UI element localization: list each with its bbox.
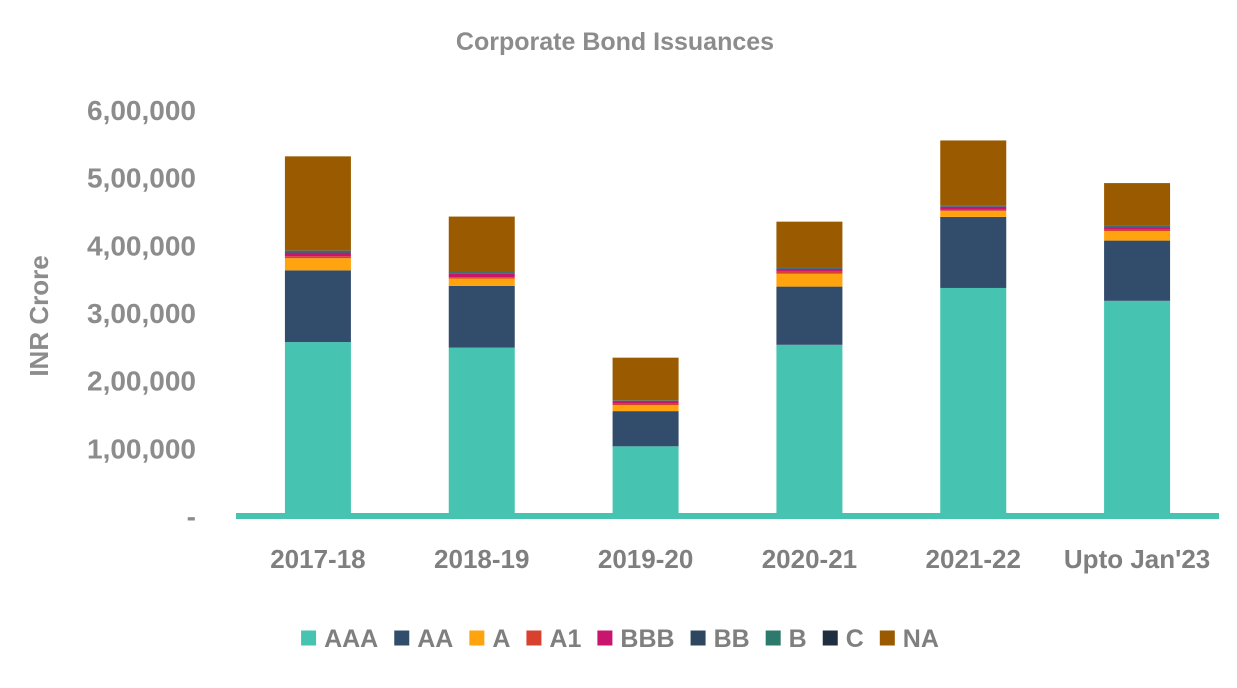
y-axis-label: INR Crore [24, 255, 54, 376]
bar-segment-bbb [776, 269, 843, 272]
legend-label: BBB [620, 625, 674, 653]
legend-label: NA [903, 625, 939, 653]
bar-segment-na [612, 357, 679, 401]
legend-label: A1 [549, 625, 581, 653]
bar-segment-na [284, 156, 351, 251]
bar-segment-aa [776, 286, 843, 345]
bar-segment-aa [612, 411, 679, 447]
legend-swatch-a [469, 630, 485, 646]
y-tick-label: 2,00,000 [87, 366, 196, 397]
bar-segment-bb [776, 268, 843, 270]
bar-segment-aaa [284, 342, 351, 516]
legend-label: B [789, 625, 807, 653]
bar-segment-aa [448, 285, 515, 348]
legend-swatch-a1 [526, 630, 542, 646]
bar-segment-a1 [1104, 229, 1171, 232]
legend-swatch-bbb [597, 630, 613, 646]
x-axis-line [236, 513, 1219, 519]
legend-swatch-bb [690, 630, 706, 646]
x-tick-label: 2020-21 [762, 544, 857, 574]
x-tick-label: Upto Jan'23 [1064, 544, 1210, 574]
bar-segment-bb [612, 400, 679, 402]
y-tick-label: 1,00,000 [87, 433, 196, 464]
bar-segment-bbb [940, 206, 1007, 210]
bar-segment-a1 [284, 256, 351, 259]
bar-segment-b [284, 250, 351, 252]
bar-segment-bbb [612, 401, 679, 404]
bar-segment-a [1104, 231, 1171, 241]
bar-segment-bb [284, 251, 351, 253]
bar-segment-aaa [940, 287, 1007, 516]
bar-segment-a [940, 210, 1007, 217]
bar-segment-na [448, 216, 515, 273]
y-axis-ticks: - 1,00,000 2,00,000 3,00,000 4,00,000 5,00,00… [87, 95, 196, 532]
x-tick-label: 2018-19 [434, 544, 529, 574]
legend-swatch-b [765, 630, 781, 646]
bar-segment-aa [284, 270, 351, 343]
x-axis-ticks: 2017-18 2018-19 2019-20 2020-21 2021-22 Upto … [270, 544, 1210, 574]
y-tick-label: 4,00,000 [87, 230, 196, 261]
legend: AAA AA A A1 BBB BB B C NA [301, 625, 939, 653]
legend-swatch-aaa [301, 630, 317, 646]
y-tick-label: 6,00,000 [87, 95, 196, 126]
bar-segment-b [448, 272, 515, 274]
bar-segment-bb [1104, 226, 1171, 228]
bar-segment-aaa [448, 347, 515, 516]
bar-segment-aa [940, 216, 1007, 288]
bar-segment-a1 [940, 209, 1007, 211]
bar-segment-a [448, 278, 515, 286]
legend-label: BB [714, 625, 750, 653]
bar-segment-bb [448, 273, 515, 274]
legend-swatch-c [822, 630, 838, 646]
legend-swatch-aa [394, 630, 410, 646]
bar-segment-a1 [612, 403, 679, 406]
legend-label: AA [417, 625, 453, 653]
bar-segment-a1 [448, 277, 515, 279]
bar-segment-bb [940, 206, 1007, 207]
bar-segment-bbb [1104, 227, 1171, 230]
chart-title: Corporate Bond Issuances [456, 28, 774, 56]
legend-label: AAA [324, 625, 378, 653]
y-tick-label: 3,00,000 [87, 298, 196, 329]
x-tick-label: 2021-22 [926, 544, 1021, 574]
y-tick-label: - [187, 501, 196, 532]
bar-segment-na [1104, 183, 1171, 226]
y-tick-label: 5,00,000 [87, 163, 196, 194]
bar-segment-bbb [284, 252, 351, 257]
legend-label: C [846, 625, 864, 653]
x-tick-label: 2019-20 [598, 544, 693, 574]
x-tick-label: 2017-18 [270, 544, 365, 574]
bar-segment-na [940, 140, 1007, 206]
legend-swatch-na [879, 630, 895, 646]
bar-segment-na [776, 221, 843, 268]
bar-segment-bbb [448, 273, 515, 278]
bar-segment-aaa [612, 446, 679, 516]
bar-segment-aa [1104, 240, 1171, 301]
bar-segment-a [284, 258, 351, 271]
bar-segment-aaa [1104, 300, 1171, 516]
bar-segment-a1 [776, 271, 843, 274]
legend-label: A [492, 625, 510, 653]
bar-segment-aaa [776, 344, 843, 516]
bar-segment-a [612, 405, 679, 412]
bar-segment-a [776, 273, 843, 287]
bars-group [284, 140, 1171, 516]
